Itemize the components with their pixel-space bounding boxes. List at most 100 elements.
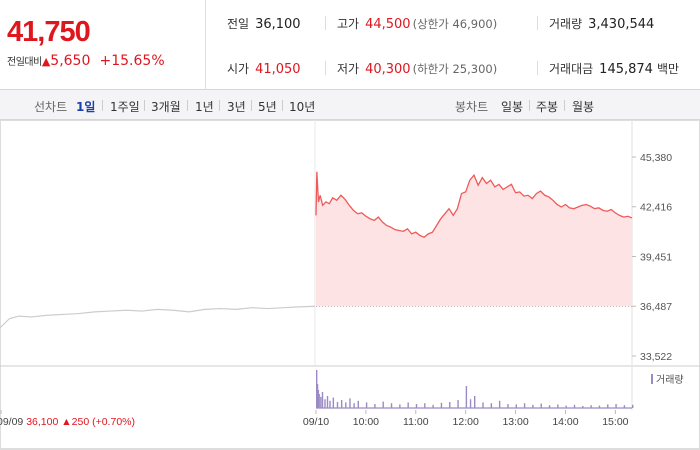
period-1d[interactable]: 1일 — [76, 100, 96, 114]
stats-table: 전일 36,100 고가 44,500 (상한가 46,900) 거래량 3,430,5… — [207, 0, 700, 90]
volume-bar — [340, 400, 343, 408]
period-3y[interactable]: 3년 — [227, 100, 246, 114]
prev-day-summary-part: 09/09 — [0, 416, 26, 428]
amount-value: 145,874 — [599, 62, 653, 77]
volume-bar — [365, 402, 368, 408]
x-tick-label: 11:00 — [403, 416, 429, 428]
volume-bar — [336, 402, 339, 408]
volume-bar — [326, 396, 329, 408]
up-triangle-icon: ▲ — [41, 55, 51, 68]
volume-bar — [548, 405, 551, 408]
volume-bar — [632, 404, 634, 408]
candle-chart-label: 봉차트 — [455, 100, 489, 114]
period-3m[interactable]: 3개월 — [151, 100, 181, 114]
volume-bar — [465, 386, 468, 408]
amount-label: 거래대금 — [549, 62, 594, 76]
divider — [251, 100, 252, 111]
volume-bar — [316, 384, 319, 408]
volume-bar — [515, 404, 517, 408]
volume-bar — [332, 397, 335, 408]
divider — [282, 100, 283, 111]
price-chart: 45,380 42,416 39,451 36,487 33,522 09/10 10:0… — [0, 120, 700, 449]
volume-bar — [590, 405, 592, 408]
current-price: 41,750 — [7, 16, 91, 48]
x-tick-label: 12:00 — [453, 416, 479, 428]
quote-summary: 41,750 전일대비▲5,650 +15.65% 전일 36,100 고가 44,… — [0, 0, 700, 90]
price-block: 41,750 전일대비▲5,650 +15.65% — [0, 0, 206, 90]
price-change: 전일대비▲5,650 +15.65% — [7, 53, 165, 69]
volume-bar — [573, 404, 576, 408]
x-tick-label: 13:00 — [502, 416, 528, 428]
today-price-line — [315, 171, 633, 238]
volume-legend-swatch — [651, 374, 653, 384]
high-stat: 고가 44,500 (상한가 46,900) — [337, 15, 497, 32]
period-10y[interactable]: 10년 — [289, 100, 316, 114]
prev-close-label: 전일 — [227, 17, 250, 31]
divider — [102, 100, 103, 111]
amount-stat: 거래대금 145,874 백만 — [549, 60, 679, 77]
volume-bar — [582, 406, 584, 408]
divider — [144, 100, 145, 111]
volume-bar — [615, 404, 617, 408]
volume-bar — [565, 405, 567, 408]
line-chart-label: 선차트 — [34, 100, 68, 114]
low-stat: 저가 40,300 (하한가 25,300) — [337, 60, 497, 77]
candle-monthly[interactable]: 월봉 — [572, 100, 595, 114]
lower-limit: (하한가 25,300) — [412, 62, 498, 76]
prev-day-summary-part: 250 — [72, 416, 92, 428]
change-value: 5,650 — [50, 53, 91, 69]
x-tick-label: 14:00 — [552, 416, 578, 428]
period-5y[interactable]: 5년 — [258, 100, 277, 114]
volume-bar — [349, 398, 351, 408]
prev-close-stat: 전일 36,100 — [227, 15, 301, 32]
volume-bar — [353, 403, 355, 408]
period-1w[interactable]: 1주일 — [110, 100, 140, 114]
volume-bar — [345, 402, 347, 408]
volume-bar — [482, 402, 484, 408]
volume-stat: 거래량 3,430,544 — [549, 15, 654, 32]
volume-bar — [317, 390, 320, 408]
x-tick-label: 15:00 — [602, 416, 628, 428]
volume-bar — [424, 403, 426, 408]
upper-limit: (상한가 46,900) — [412, 17, 498, 31]
volume-bar — [382, 401, 384, 408]
divider — [537, 16, 538, 30]
amount-unit: 백만 — [656, 62, 680, 76]
change-label: 전일대비 — [7, 57, 42, 68]
stats-row-2: 시가 41,050 저가 40,300 (하한가 25,300) 거래대금 145,87… — [207, 45, 700, 90]
x-axis: 09/10 10:00 11:00 12:00 13:00 14:00 15:00 — [0, 410, 629, 428]
volume-bars — [316, 370, 634, 409]
volume-bar — [540, 403, 542, 408]
volume-bar — [557, 404, 559, 408]
x-tick-label: 09/10 — [303, 416, 329, 428]
divider — [325, 61, 326, 75]
today-area-fill — [316, 171, 632, 307]
prev-close-value: 36,100 — [255, 17, 301, 32]
high-label: 고가 — [337, 17, 360, 31]
volume-bar — [507, 404, 509, 408]
volume-bar — [324, 399, 326, 408]
volume-bar — [329, 400, 331, 408]
volume-bar — [432, 404, 434, 408]
prev-day-line — [0, 305, 316, 329]
volume-label: 거래량 — [549, 17, 583, 31]
volume-bar — [415, 404, 418, 408]
volume-bar — [490, 403, 493, 408]
volume-bar — [320, 396, 322, 408]
volume-bar — [321, 392, 324, 408]
change-percent: +15.65% — [99, 53, 165, 69]
volume-bar — [357, 400, 359, 408]
volume-bar — [532, 404, 534, 408]
candle-daily[interactable]: 일봉 — [501, 100, 524, 114]
y-axis: 45,380 42,416 39,451 36,487 33,522 — [632, 152, 672, 363]
volume-bar — [407, 402, 409, 408]
chart-period-toolbar: 선차트 1일 1주일 3개월 1년 3년 5년 10년 봉차트 일봉 주봉 월봉 — [0, 90, 700, 120]
volume-bar — [607, 404, 609, 408]
period-1y[interactable]: 1년 — [195, 100, 214, 114]
divider — [529, 100, 530, 111]
volume-value: 3,430,544 — [588, 17, 655, 32]
candle-weekly[interactable]: 주봉 — [536, 100, 559, 114]
chart-series — [0, 171, 633, 329]
y-tick-label: 33,522 — [640, 351, 672, 363]
y-tick-label: 45,380 — [640, 152, 672, 164]
